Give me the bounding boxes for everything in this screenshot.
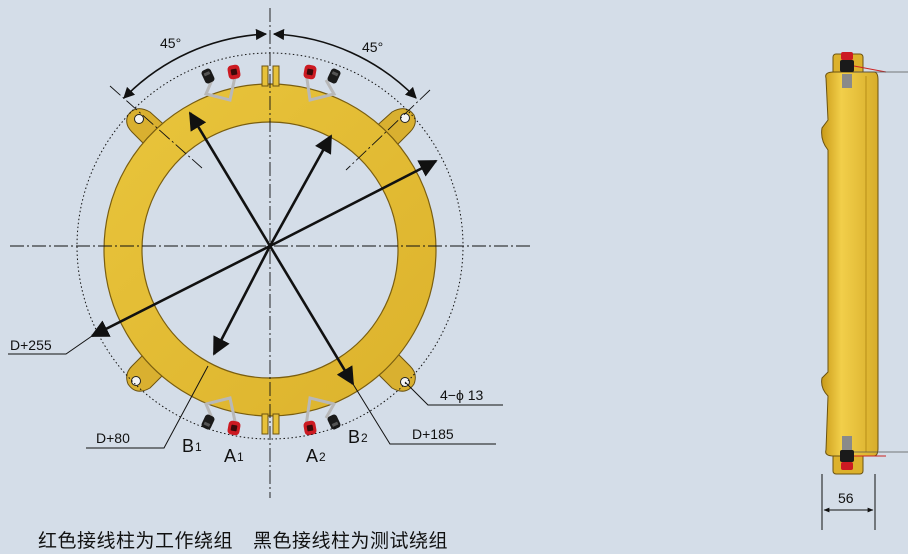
side-terminal-top [840, 52, 908, 88]
terminal-label-a2: A2 [306, 446, 326, 466]
side-view: 56 [821, 52, 908, 530]
hole-icon [131, 376, 141, 386]
terminal-frame-bottom [203, 396, 337, 427]
leader-d80 [86, 365, 209, 449]
red-terminal-icon [227, 64, 241, 80]
side-terminal-bottom [840, 436, 908, 470]
caption-black-note: 黑色接线柱为测试绕组 [253, 530, 449, 552]
arrow-inner-upper-right [268, 134, 333, 247]
hole-icon [400, 113, 410, 123]
arrow-outer-diameter [269, 159, 438, 248]
leader-d255 [8, 335, 93, 355]
arrow-ring-upper-left [188, 111, 272, 247]
angle-label-right: 45° [362, 39, 383, 55]
red-terminal-icon [303, 420, 317, 436]
arrow-outer-diameter-tail [90, 244, 271, 338]
diagonal-centerline-right [345, 89, 431, 171]
red-terminal-icon [227, 420, 241, 436]
dimension-arrows [90, 111, 438, 386]
front-view: 45° 45° D+255 4−ϕ 13 D+80 D+185 B1 A1 A2… [8, 8, 530, 498]
dim-label-outer-diameter: D+255 [10, 337, 52, 353]
width-dimension [821, 474, 876, 530]
arrow-inner-lower-left [212, 245, 272, 356]
dim-label-width: 56 [838, 490, 854, 506]
diagonal-centerline-left [109, 85, 203, 169]
arrow-ring-lower-right [268, 245, 355, 386]
caption-red-note: 红色接线柱为工作绕组 [38, 530, 234, 552]
leader-lines [8, 335, 503, 449]
terminals-bottom [201, 414, 341, 436]
dim-label-mid-diameter: D+185 [412, 426, 454, 442]
angle-label-left: 45° [160, 35, 181, 51]
terminals-top [201, 64, 341, 84]
leader-holes [404, 381, 503, 406]
dim-label-inner-diameter: D+80 [96, 430, 130, 446]
terminal-label-b1: B1 [182, 436, 202, 456]
red-lead-top [853, 65, 887, 73]
side-body [821, 71, 879, 457]
terminal-label-b2: B2 [348, 427, 368, 447]
terminal-label-a1: A1 [224, 446, 244, 466]
black-terminal-icon [327, 414, 341, 430]
red-terminal-icon [303, 64, 317, 80]
leader-d185 [352, 383, 496, 445]
dim-label-holes: 4−ϕ 13 [440, 387, 483, 403]
outer-dotted-circle [76, 52, 464, 440]
caption: 红色接线柱为工作绕组 黑色接线柱为测试绕组 [38, 526, 448, 553]
angle-arc-left [123, 28, 268, 99]
black-terminal-icon [201, 68, 215, 84]
angle-arc-right [272, 28, 417, 99]
black-terminal-icon [201, 414, 215, 430]
hole-icon [134, 114, 144, 124]
centerlines [10, 8, 530, 498]
